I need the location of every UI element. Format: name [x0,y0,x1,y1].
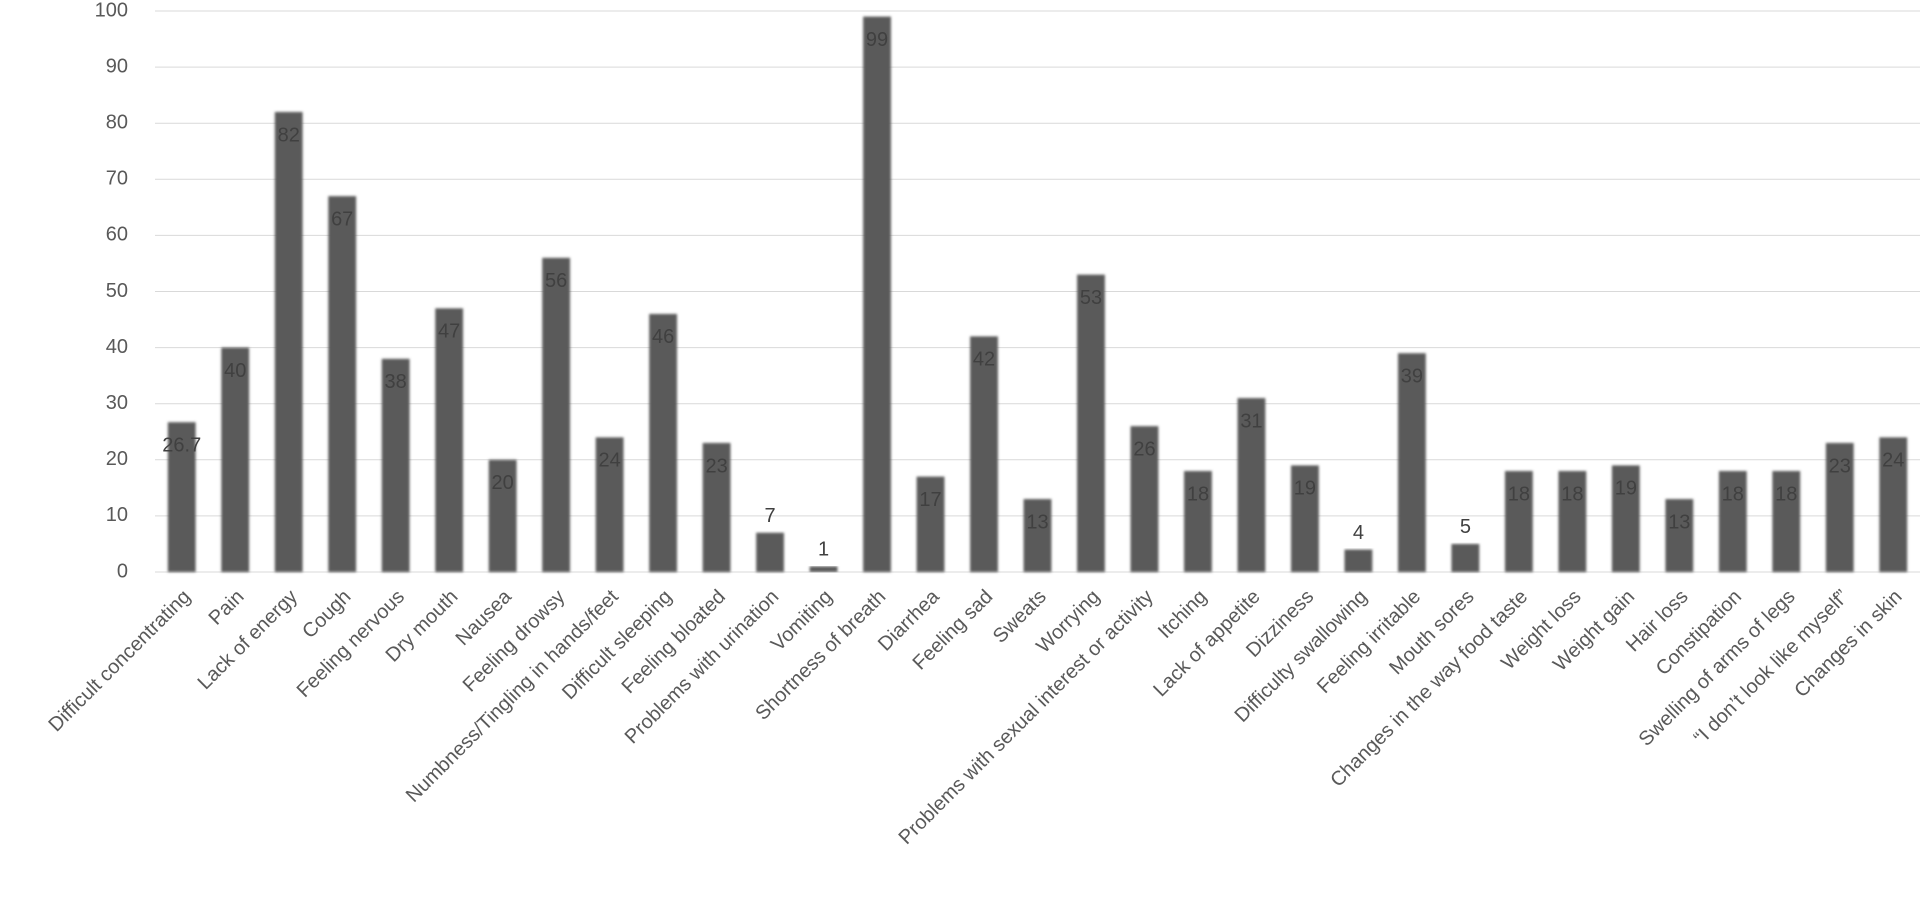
bar [702,442,731,572]
bar [1077,274,1105,572]
data-label: 47 [438,321,460,343]
x-tick-label: Pain [205,586,249,630]
bar [809,566,838,572]
data-label: 19 [1615,478,1637,500]
bar [1237,398,1266,572]
bar [1718,471,1747,572]
data-label: 18 [1722,483,1744,505]
bar [1130,426,1159,572]
bar [1397,353,1426,572]
x-tick-label: Difficult concentrating [45,586,196,737]
bar [916,476,945,572]
y-tick-label: 80 [106,111,128,133]
data-label: 31 [1240,410,1262,432]
data-label: 18 [1561,483,1583,505]
bar [381,358,410,572]
data-label: 26.7 [162,434,201,456]
data-label: 99 [866,29,888,51]
bar [1451,543,1480,572]
bar [1504,471,1533,572]
bar [1611,465,1640,572]
bar [970,336,998,572]
data-label: 18 [1508,483,1530,505]
data-label: 23 [1829,455,1851,477]
data-label: 7 [765,505,776,527]
x-tick-label: Changes in the way food taste [1326,586,1532,792]
bar [328,196,357,572]
y-tick-label: 100 [95,0,128,21]
bar [863,16,891,573]
y-tick-label: 70 [106,168,128,190]
y-tick-label: 30 [106,392,128,414]
bar [1825,442,1854,572]
bar [1879,437,1908,572]
bar [488,459,517,572]
y-tick-label: 50 [106,280,128,302]
bar [274,111,303,572]
y-tick-label: 90 [106,55,128,77]
x-tick-label: Lack of energy [194,586,302,694]
data-label: 56 [545,270,567,292]
data-label: 4 [1353,522,1364,544]
bar [1558,471,1587,572]
data-label: 40 [224,360,246,382]
bar [1184,471,1212,572]
bar [595,437,624,572]
data-label: 20 [492,472,514,494]
data-label: 24 [598,450,620,472]
data-label: 19 [1294,478,1316,500]
data-label: 67 [331,208,353,230]
bar [167,422,196,572]
bar [542,257,571,572]
bar [1291,465,1319,572]
data-label: 5 [1460,516,1471,538]
data-label: 1 [818,539,829,561]
data-label: 23 [705,455,727,477]
bar [1665,499,1694,572]
bar [1023,499,1052,572]
data-label: 82 [278,124,300,146]
bar [1344,549,1373,572]
bar [221,347,250,572]
bar [1772,471,1801,572]
data-label: 39 [1401,365,1423,387]
y-tick-label: 20 [106,448,128,470]
data-label: 26 [1133,438,1155,460]
data-label: 13 [1026,511,1048,533]
bar [756,532,784,572]
data-label: 18 [1187,483,1209,505]
data-label: 38 [385,371,407,393]
y-tick-label: 60 [106,224,128,246]
data-label: 24 [1882,450,1904,472]
data-label: 42 [973,349,995,371]
data-label: 18 [1775,483,1797,505]
data-label: 46 [652,326,674,348]
y-tick-label: 40 [106,336,128,358]
y-tick-label: 10 [106,504,128,526]
data-label: 13 [1668,511,1690,533]
y-tick-label: 0 [117,560,128,582]
data-label: 17 [919,489,941,511]
data-label: 53 [1080,287,1102,309]
bar [435,308,464,572]
bar [649,313,678,572]
